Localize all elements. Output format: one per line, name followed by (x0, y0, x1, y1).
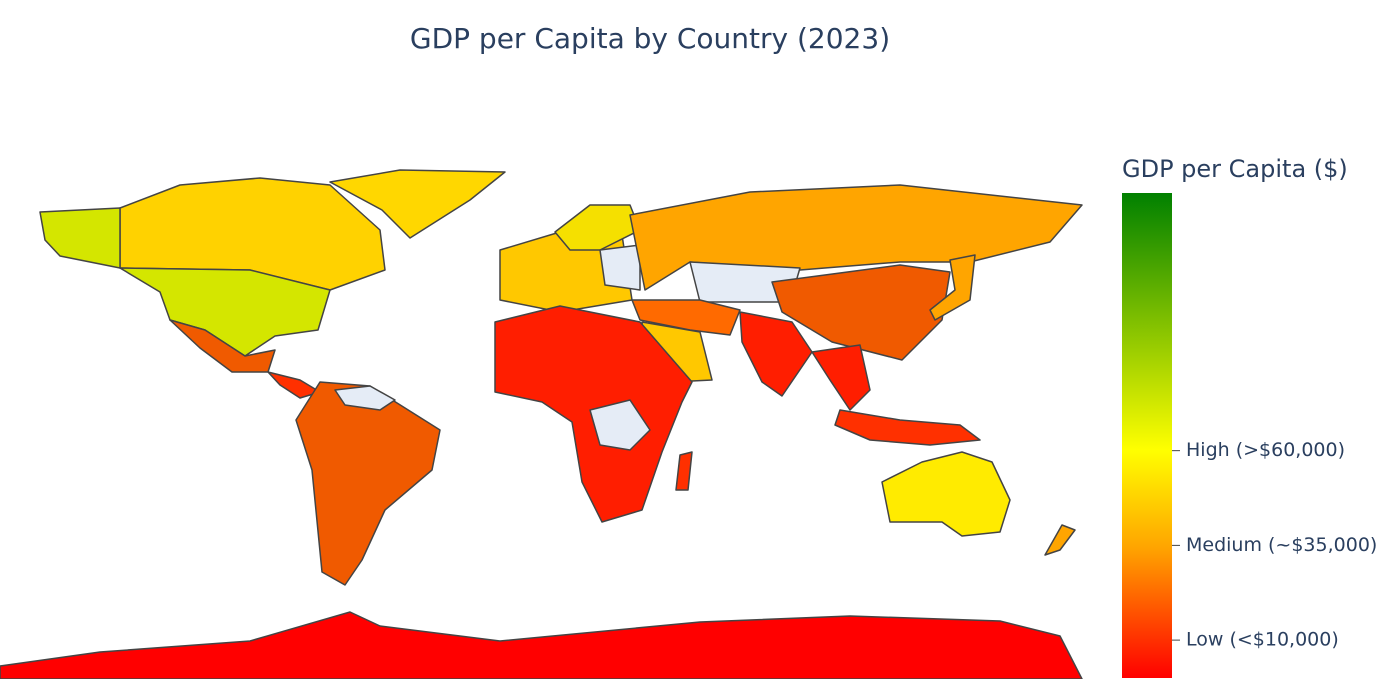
region (631, 299, 741, 336)
colorbar-tick-label: High (>$60,000) (1186, 439, 1345, 461)
region (599, 244, 641, 291)
region (589, 399, 651, 451)
region (334, 385, 396, 411)
region (554, 204, 641, 251)
region (881, 451, 1011, 537)
region (39, 207, 121, 269)
region (1044, 524, 1076, 556)
region (675, 451, 693, 491)
colorbar-title: GDP per Capita ($) (1122, 155, 1348, 183)
region (119, 267, 331, 357)
region (929, 254, 976, 321)
region (169, 319, 276, 373)
region (629, 184, 1083, 291)
colorbar (1122, 193, 1172, 678)
region (771, 264, 951, 361)
world-map (0, 169, 1083, 680)
chart-title: GDP per Capita by Country (2023) (410, 22, 890, 55)
region (267, 371, 321, 399)
region (834, 409, 981, 446)
region (295, 381, 441, 586)
region (0, 611, 1083, 680)
colorbar-tick-label: Medium (~$35,000) (1186, 534, 1377, 556)
region (811, 344, 871, 411)
region (329, 169, 506, 239)
colorbar-tick-label: Low (<$10,000) (1186, 629, 1339, 651)
region (739, 311, 813, 397)
